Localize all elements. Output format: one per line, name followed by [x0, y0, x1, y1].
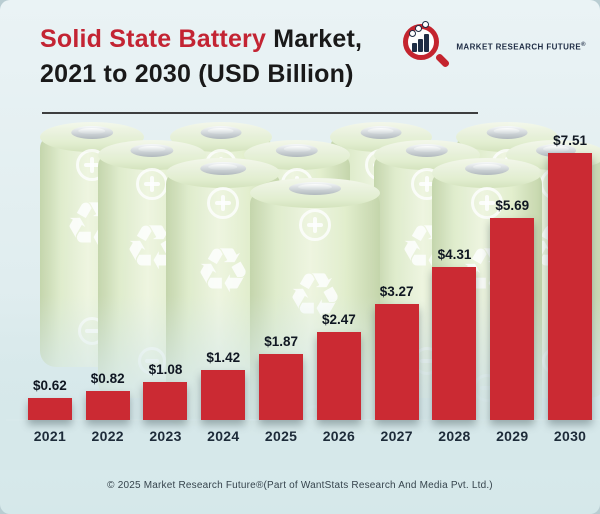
bar-2030: [548, 153, 593, 420]
x-axis-label: 2030: [553, 428, 587, 444]
chart-column: $5.69: [483, 198, 541, 420]
bar-chart: $0.62 $0.82 $1.08 $1.42 $1.87 $2.47 $3.27 $4.31…: [21, 128, 599, 420]
battery-terminal: [200, 126, 242, 139]
registered-mark: ®: [581, 42, 586, 49]
title-line-2: 2021 to 2030 (USD Billion): [40, 60, 354, 88]
bar-value-label: $3.27: [379, 284, 414, 299]
x-axis-label: 2029: [496, 428, 529, 444]
page-title: Solid State Battery Market, 2021 to 2030…: [40, 22, 362, 92]
title-rest: Market,: [266, 25, 363, 53]
bar-2029: [490, 218, 535, 420]
chart-column: $4.31: [426, 247, 484, 420]
x-axis-label: 2028: [438, 428, 471, 444]
bar-chart-glyph: [412, 32, 432, 52]
brand-logo: MARKET RESEARCH FUTURE®: [403, 21, 586, 70]
x-axis-label: 2026: [322, 428, 356, 444]
bar-value-label: $0.62: [33, 378, 67, 393]
bar-value-label: $5.69: [495, 198, 530, 213]
bar-2028: [432, 267, 477, 420]
bar-2021: [27, 398, 72, 420]
chart-column: $1.87: [252, 334, 310, 420]
bar-value-label: $1.87: [264, 334, 298, 349]
battery-terminal: [465, 162, 509, 175]
chart-column: $1.08: [137, 362, 195, 420]
plus-icon: [207, 187, 239, 220]
chart-column: $1.42: [194, 350, 252, 420]
magnifier-handle: [435, 52, 451, 69]
battery-terminal: [275, 144, 319, 157]
battery-terminal: [130, 144, 174, 157]
chart-column: $0.82: [79, 371, 137, 420]
battery-terminal: [289, 182, 341, 195]
chart-column: $7.51: [541, 133, 599, 420]
copyright-text: © 2025 Market Research Future®(Part of W…: [107, 480, 493, 491]
chart-column: $2.47: [310, 312, 368, 420]
x-axis-labels: 2021 2022 2023 2024 2025 2026 2027 2028 2029 2030: [21, 428, 599, 444]
bar-2027: [374, 304, 419, 420]
plus-icon: [471, 187, 503, 220]
battery-terminal: [360, 126, 402, 139]
plus-icon: [299, 208, 331, 241]
battery-terminal: [486, 126, 528, 139]
bar-value-label: $7.51: [553, 133, 587, 148]
x-axis-label: 2021: [33, 428, 67, 444]
battery-terminal: [405, 144, 449, 157]
battery-terminal: [200, 162, 246, 175]
x-axis-label: 2025: [264, 428, 298, 444]
title-highlight: Solid State Battery: [40, 25, 267, 53]
chart-column: $0.62: [21, 378, 79, 420]
x-axis-label: 2022: [91, 428, 124, 444]
title-underline: [42, 112, 478, 114]
battery-terminal: [71, 126, 113, 139]
bar-value-label: $2.47: [321, 312, 356, 327]
recycle-icon: ♻: [195, 233, 251, 307]
chart-column: $3.27: [368, 284, 426, 420]
magnifier-chart-icon: [403, 21, 451, 70]
x-axis-label: 2023: [149, 428, 182, 444]
bar-2022: [85, 391, 130, 420]
x-axis-label: 2027: [380, 428, 413, 444]
bar-2025: [259, 354, 304, 420]
bar-2023: [143, 382, 188, 420]
brand-name: MARKET RESEARCH FUTURE®: [456, 42, 586, 52]
title-line-1: Solid State Battery Market,: [40, 22, 362, 57]
bar-2024: [201, 370, 246, 420]
x-axis-label: 2024: [207, 428, 240, 444]
bar-value-label: $0.82: [90, 371, 125, 386]
bar-value-label: $1.42: [206, 350, 241, 365]
bar-value-label: $1.08: [148, 362, 183, 377]
bar-2026: [316, 332, 361, 420]
bar-value-label: $4.31: [437, 247, 472, 262]
